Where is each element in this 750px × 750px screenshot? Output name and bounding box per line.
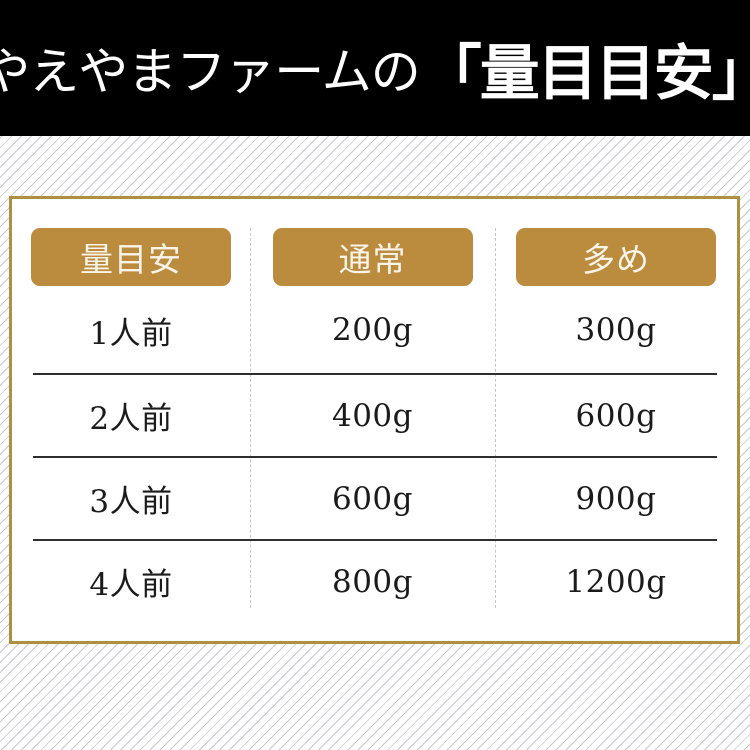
value-cell-extra: 1200g <box>565 563 667 600</box>
row-label-cell: 3人前 <box>89 484 173 520</box>
row-label-cell: 2人前 <box>89 401 173 437</box>
row-separator <box>33 539 717 541</box>
value-cell-normal: 600g <box>331 480 413 517</box>
title-brand-text: やえやまファームの <box>0 43 421 101</box>
value-cell-extra: 600g <box>575 397 657 434</box>
column-header-cell-normal: 通常 <box>250 199 495 286</box>
row-label-cell: 4人前 <box>89 567 173 603</box>
title-emphasis-text: 「量目目安」 <box>421 38 750 109</box>
row-separator <box>33 373 717 375</box>
column-header-cell-extra: 多め <box>495 199 737 286</box>
value-cell-normal: 200g <box>331 312 413 348</box>
column-divider <box>495 228 496 608</box>
column-divider <box>250 228 251 608</box>
header-bar: やえやまファームの 「量目目安」 <box>0 0 750 136</box>
column-header-normal: 通常 <box>272 228 473 286</box>
column-header-quantity: 量目安 <box>31 228 231 286</box>
column-header-extra: 多め <box>516 228 716 286</box>
serving-size-panel: 量目安 通常 多め 1人前 200g 300g 2人前 400g 600g 3人… <box>9 196 740 644</box>
value-cell-normal: 800g <box>331 563 413 600</box>
column-header-cell-quantity: 量目安 <box>12 199 250 286</box>
page-title: やえやまファームの 「量目目安」 <box>0 25 750 112</box>
value-cell-normal: 400g <box>331 397 413 434</box>
value-cell-extra: 900g <box>575 480 657 517</box>
row-separator <box>33 456 717 458</box>
value-cell-extra: 300g <box>575 312 657 348</box>
row-label-cell: 1人前 <box>89 315 173 352</box>
serving-size-table: 量目安 通常 多め 1人前 200g 300g 2人前 400g 600g 3人… <box>12 199 737 641</box>
